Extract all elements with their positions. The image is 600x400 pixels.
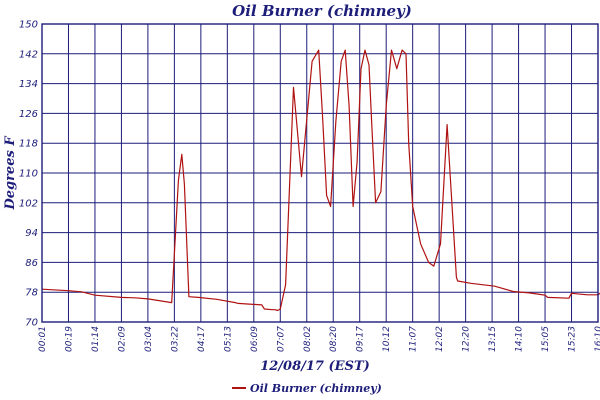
x-tick-label: 05:13 [223, 326, 233, 352]
x-tick-label: 02:09 [117, 326, 127, 352]
x-tick-label: 03:22 [170, 326, 180, 352]
y-tick-label: 102 [19, 198, 38, 209]
x-tick-label: 12:20 [462, 326, 472, 352]
x-tick-label: 15:05 [541, 326, 551, 352]
x-tick-label: 11:07 [409, 326, 419, 352]
chart-title: Oil Burner (chimney) [232, 2, 412, 20]
x-tick-label: 10:12 [382, 326, 392, 352]
legend: Oil Burner (chimney) [232, 382, 382, 395]
x-tick-label: 08:20 [329, 326, 339, 352]
x-tick-label: 15:23 [568, 326, 578, 352]
y-tick-label: 142 [19, 49, 38, 60]
y-tick-label: 118 [19, 139, 38, 150]
x-tick-label: 16:10 [594, 326, 600, 352]
series-layer [41, 49, 600, 312]
x-tick-label: 01:14 [91, 326, 101, 352]
y-tick-label: 70 [25, 318, 38, 329]
y-tick-label: 78 [25, 288, 38, 299]
plot-frame [41, 23, 599, 323]
x-tick-label: 00:01 [38, 326, 48, 352]
y-axis-label: Degrees F [3, 136, 18, 211]
y-tick-label: 150 [19, 20, 38, 31]
x-tick-label: 06:09 [250, 326, 260, 352]
x-tick-label: 12:02 [435, 326, 445, 352]
y-tick-label: 134 [19, 79, 38, 90]
legend-label: Oil Burner (chimney) [250, 382, 382, 395]
x-tick-label: 08:02 [303, 326, 313, 352]
series-line-oil-burner [41, 49, 600, 312]
y-tick-label: 94 [25, 228, 38, 239]
x-tick-label: 00:19 [64, 326, 74, 352]
y-tick-label: 86 [25, 258, 38, 269]
x-tick-label: 07:07 [276, 326, 286, 352]
y-tick-label: 126 [19, 109, 38, 120]
x-tick-label: 03:04 [144, 326, 154, 352]
x-tick-label: 13:15 [488, 326, 498, 352]
y-tick-label: 110 [19, 169, 38, 180]
x-tick-label: 09:17 [356, 326, 366, 352]
y-axis-ticks: 70 78 86 94 102 110 118 126 134 142 150 [19, 20, 38, 329]
x-axis-ticks: 00:01 00:19 01:14 02:09 03:04 03:22 04:17 05:13… [38, 326, 600, 352]
x-axis-label: 12/08/17 (EST) [260, 359, 370, 374]
x-tick-label: 04:17 [197, 326, 207, 352]
x-tick-label: 14:10 [515, 326, 525, 352]
